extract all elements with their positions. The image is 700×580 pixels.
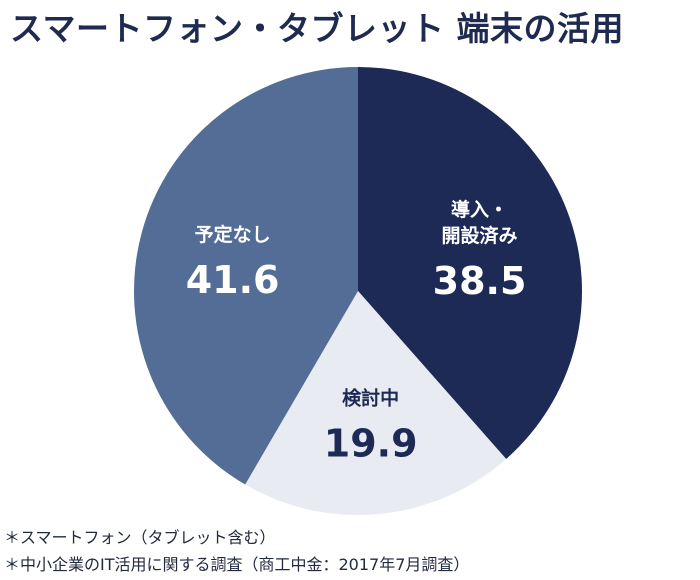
footnote-source: ＊中小企業のIT活用に関する調査（商工中金：2017年7月調査） [4,555,470,574]
pie-slice [245,291,507,515]
slice-label: 導入・開設済み [442,198,518,247]
slice-value: 19.9 [324,421,418,465]
pie-slice [358,67,582,460]
slice-value: 38.5 [433,259,527,303]
footnote-device: ＊スマートフォン（タブレット含む） [4,528,276,547]
slice-label: 検討中 [342,386,399,409]
pie-slice [134,66,358,485]
slice-value: 41.6 [186,258,280,302]
chart-title: スマートフォン・タブレット 端末の活用 [10,9,624,48]
slice-label: 予定なし [195,223,271,246]
